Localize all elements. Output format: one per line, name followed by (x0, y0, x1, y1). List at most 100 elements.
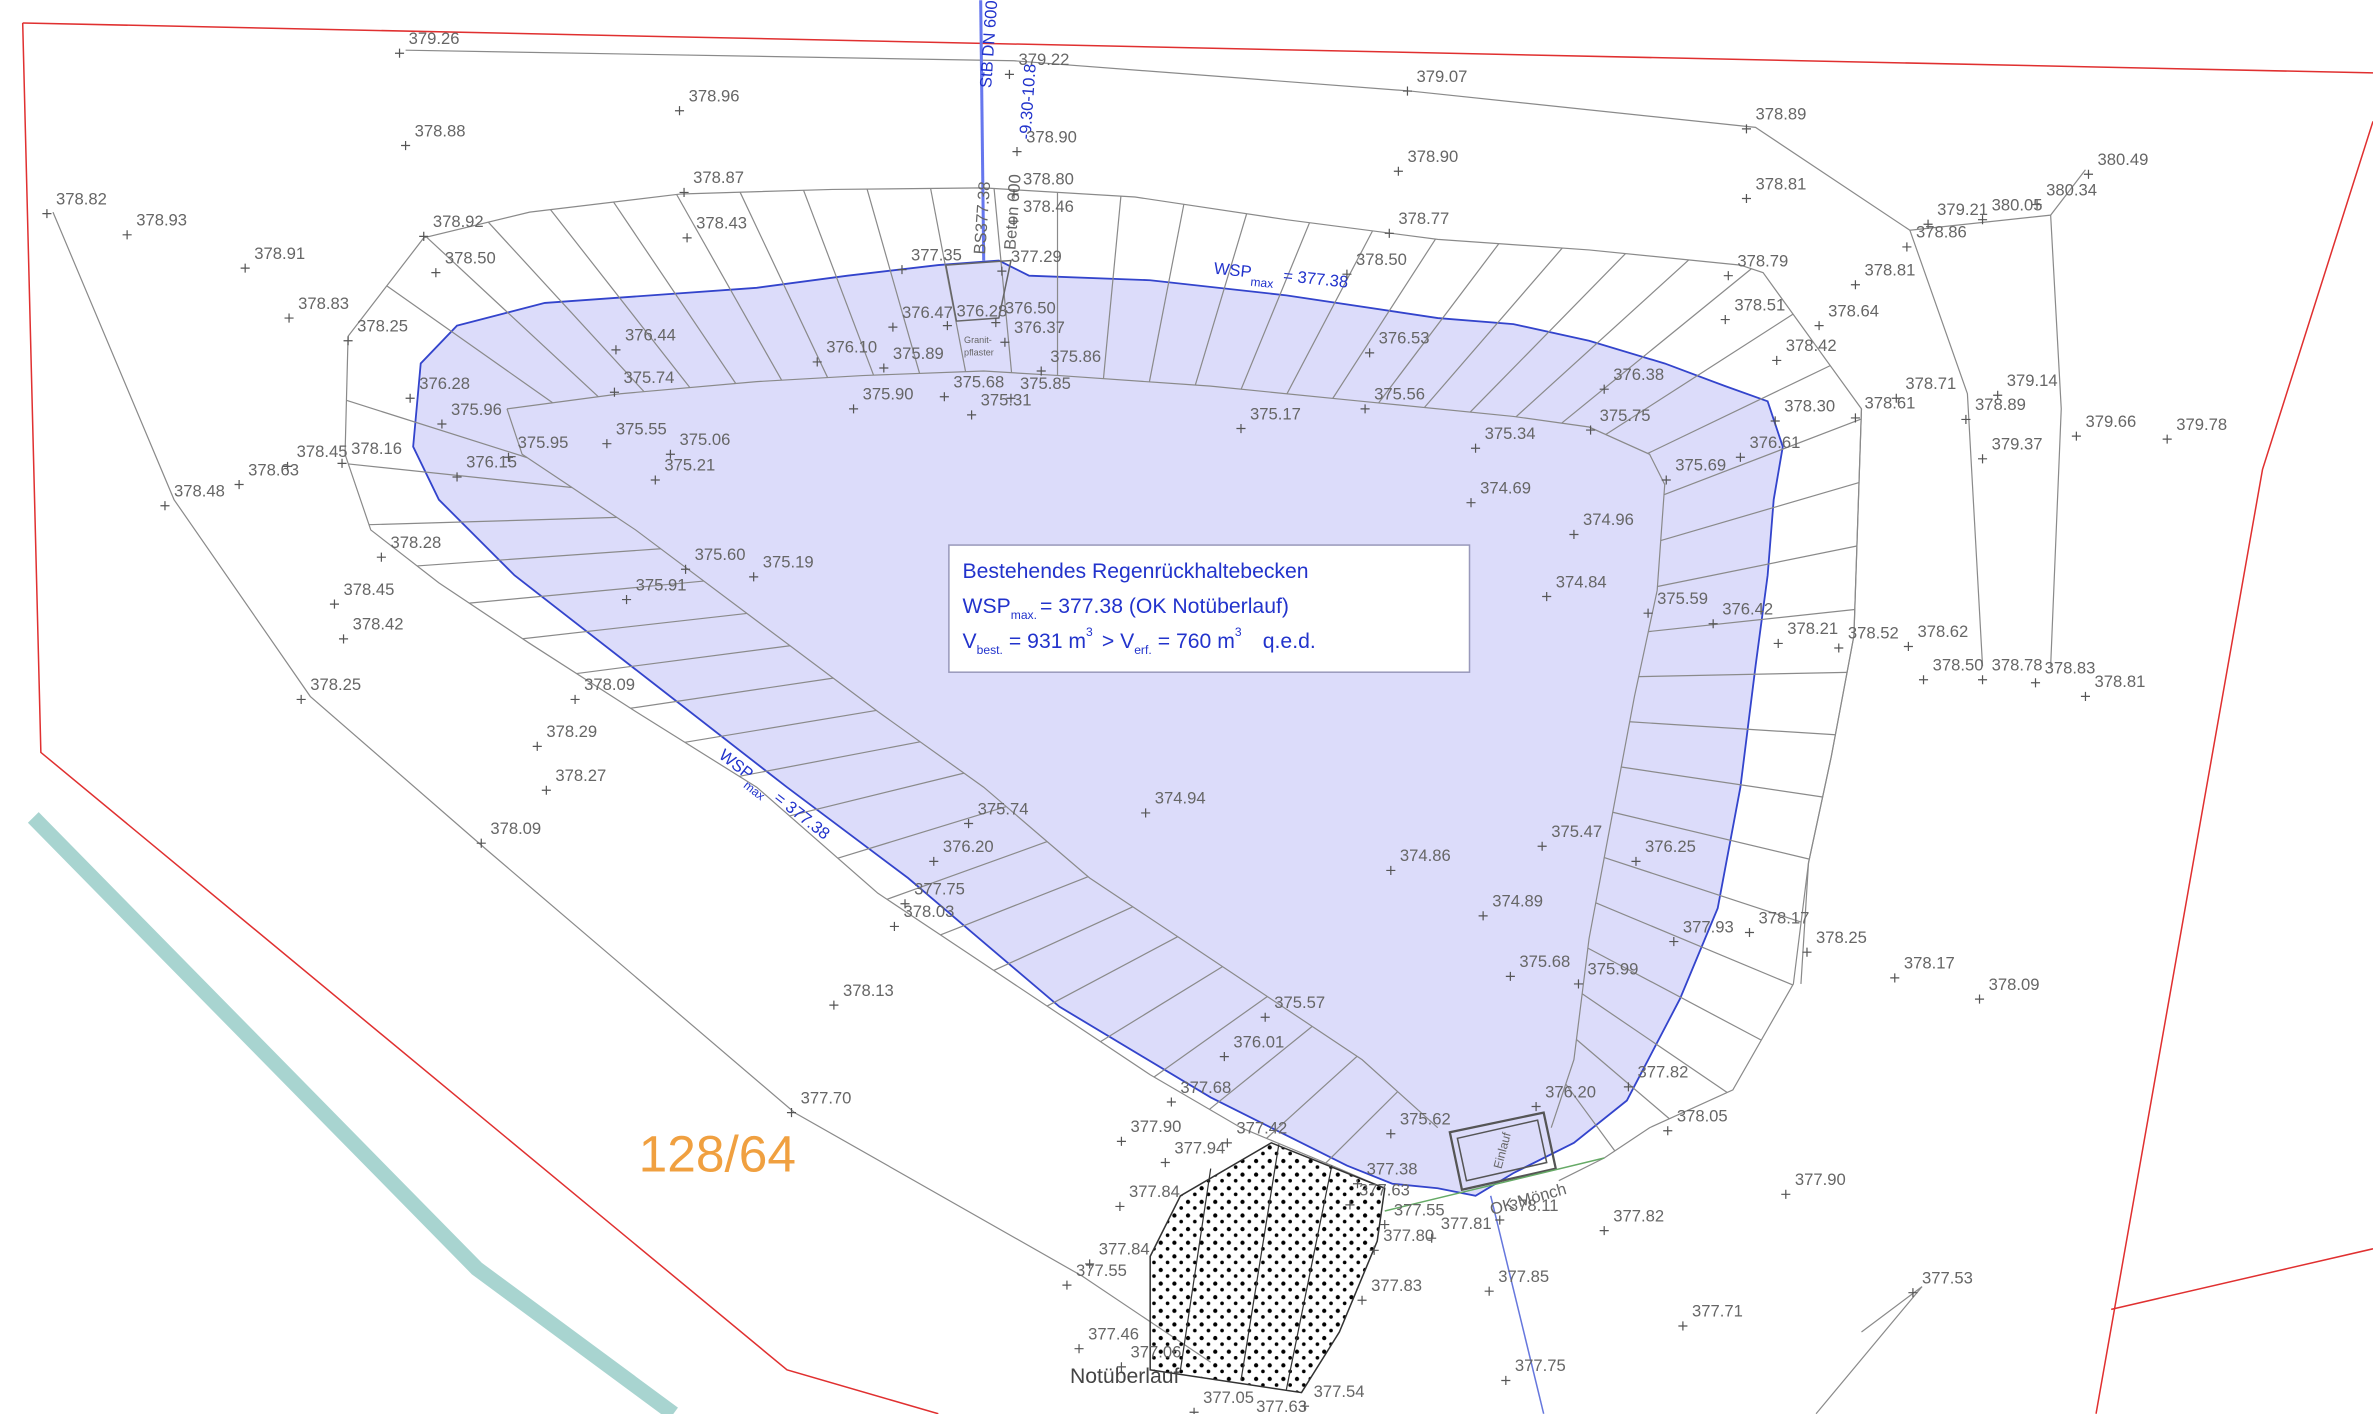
info-box: Bestehendes Regenrückhaltebecken WSPmax.… (948, 544, 1471, 673)
spot-height: 378.28 (390, 533, 441, 552)
survey-point (1772, 355, 1782, 365)
manhole-label: BS377.38 (970, 181, 994, 255)
spot-height: 378.89 (1975, 395, 2026, 414)
spot-height: 376.61 (1749, 433, 1800, 452)
slope-line (940, 876, 1089, 936)
slope-line (789, 772, 965, 817)
survey-point (1891, 393, 1901, 403)
slope-line (1621, 766, 1823, 798)
survey-point (1012, 147, 1022, 157)
slope-line (630, 677, 834, 709)
spot-height: 378.87 (693, 168, 744, 187)
survey-point (283, 461, 293, 471)
slope-line (1469, 253, 1626, 413)
survey-point (1599, 384, 1609, 394)
survey-point (1009, 216, 1019, 226)
spot-height: 378.80 (1023, 170, 1074, 189)
slope-line (1266, 1055, 1358, 1139)
slope-line (1648, 608, 1855, 633)
spot-height: 379.26 (409, 29, 460, 48)
spot-height: 377.46 (1088, 1324, 1139, 1343)
survey-point (749, 572, 759, 582)
spot-height: 378.81 (1756, 174, 1807, 193)
survey-point (829, 1000, 839, 1010)
spot-height: 379.22 (1019, 50, 1070, 69)
survey-point (682, 233, 692, 243)
survey-point (1573, 979, 1584, 989)
survey-point (1735, 452, 1745, 462)
slope-line (1565, 1083, 1616, 1152)
slope-line (886, 841, 1048, 900)
survey-point (1903, 641, 1913, 652)
slope-line (1595, 902, 1794, 986)
slope-line (1102, 196, 1122, 379)
survey-point (1004, 69, 1014, 79)
survey-point (1466, 498, 1476, 508)
survey-point (1380, 1220, 1390, 1230)
survey-point (1802, 947, 1812, 957)
spot-height: 380.05 (1992, 195, 2043, 214)
spot-height: 378.83 (2045, 659, 2096, 678)
slope-line (739, 191, 829, 378)
overflow-lines (1179, 1144, 1333, 1390)
spot-height: 375.31 (981, 391, 1032, 410)
spot-height: 377.90 (1795, 1170, 1846, 1189)
survey-point (849, 404, 859, 414)
spot-height: 379.66 (2085, 412, 2136, 431)
survey-point (1908, 1288, 1918, 1298)
survey-point (1222, 1138, 1232, 1148)
survey-point (1189, 1407, 1199, 1414)
spot-height: 375.90 (863, 385, 914, 404)
survey-point (1923, 219, 1933, 229)
spot-heights: 379.26 379.22 378.96 379.07 378.89 380.49 378.… (42, 29, 2227, 1414)
survey-point (967, 410, 977, 420)
slope-line (1148, 204, 1185, 382)
slope-line (1657, 545, 1858, 588)
slope-line (993, 906, 1134, 972)
survey-point (419, 231, 429, 241)
spot-height: 374.69 (1480, 478, 1531, 497)
slope-line (803, 190, 875, 376)
spot-height: 377.81 (1441, 1214, 1492, 1233)
parcel-boundary (21, 22, 2373, 1414)
survey-point (1036, 366, 1046, 376)
spot-height: 376.10 (826, 338, 877, 357)
survey-point (1402, 86, 1412, 96)
spot-height: 378.43 (696, 214, 747, 233)
spot-height: 377.80 (1383, 1226, 1434, 1245)
spot-height: 379.78 (2176, 415, 2227, 434)
spot-height: 378.92 (433, 212, 484, 231)
spot-height: 377.42 (1236, 1119, 1287, 1138)
survey-point (1166, 1097, 1176, 1107)
survey-point (2030, 678, 2041, 688)
spot-height: 375.60 (695, 545, 746, 564)
embankment-line (506, 408, 1439, 1129)
spot-height: 378.52 (1848, 624, 1899, 643)
survey-point (1537, 841, 1547, 851)
slope-line (1581, 993, 1728, 1093)
slope-line (1612, 811, 1810, 860)
survey-point (234, 479, 244, 490)
survey-point (337, 458, 347, 468)
pipe-material: Beton 600 (1000, 174, 1024, 251)
spot-height: 375.59 (1657, 589, 1708, 608)
survey-point (1219, 1052, 1229, 1062)
survey-point (1116, 1362, 1126, 1372)
survey-point (1365, 348, 1375, 358)
slope-line (1209, 1025, 1313, 1110)
survey-point (1890, 973, 1900, 983)
spot-height: 378.21 (1787, 619, 1838, 638)
spot-height: 378.46 (1023, 197, 1074, 216)
survey-point (570, 694, 580, 704)
spot-height: 378.25 (310, 675, 361, 694)
spot-height: 378.50 (1933, 656, 1984, 675)
spot-height: 378.79 (1737, 251, 1788, 270)
survey-point (1062, 1280, 1072, 1290)
spot-height: 375.75 (1600, 406, 1651, 425)
spot-height: 377.55 (1076, 1261, 1127, 1280)
spot-height: 378.82 (56, 189, 107, 208)
survey-point (1501, 1375, 1511, 1386)
spot-height: 375.55 (616, 419, 667, 438)
